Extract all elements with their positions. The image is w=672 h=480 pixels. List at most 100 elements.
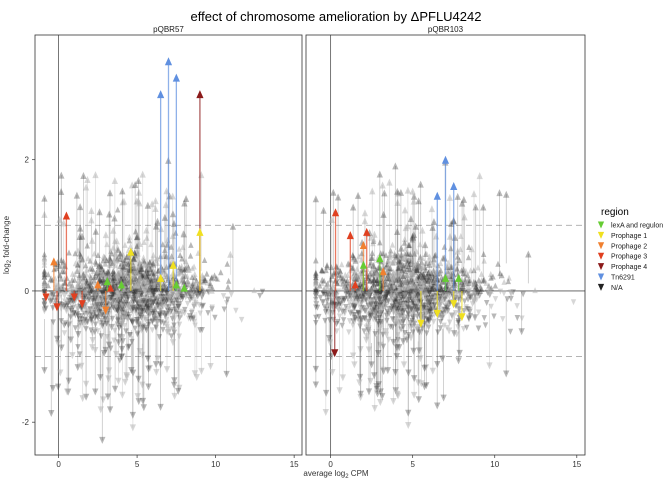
gene-point <box>150 271 157 278</box>
gene-point <box>169 210 177 218</box>
gene-point <box>392 293 398 300</box>
gene-point <box>41 271 48 278</box>
gene-point <box>385 299 391 306</box>
gene-point <box>170 219 178 227</box>
gene-point <box>146 302 153 309</box>
gene-point <box>131 274 137 281</box>
gene-point <box>92 327 98 334</box>
gene-point <box>343 279 350 286</box>
gene-point <box>406 275 413 282</box>
gene-point <box>176 302 183 309</box>
gene-point <box>462 270 468 277</box>
highlight-point <box>42 293 50 302</box>
gene-point <box>375 319 382 326</box>
gene-point <box>355 297 361 304</box>
gene-point <box>380 263 386 270</box>
y-axis-label-sub: 2 <box>7 259 13 263</box>
gene-point <box>466 244 472 251</box>
gene-point <box>390 397 397 405</box>
gene-point <box>143 327 150 334</box>
gene-point <box>165 308 171 315</box>
gene-point <box>41 301 48 308</box>
gene-point <box>139 308 146 315</box>
gene-point <box>483 279 489 286</box>
gene-point <box>152 222 160 230</box>
gene-point <box>373 383 380 391</box>
gene-point <box>138 266 145 273</box>
gene-point <box>508 291 514 298</box>
gene-point <box>437 319 444 326</box>
x-tick-label: 5 <box>135 460 140 469</box>
gene-point <box>63 308 70 315</box>
gene-point <box>426 290 433 297</box>
gene-point <box>191 263 197 270</box>
gene-point <box>168 333 175 340</box>
gene-point <box>386 257 392 264</box>
gene-point <box>369 187 376 195</box>
highlight-point <box>53 303 61 312</box>
gene-point <box>455 324 461 331</box>
gene-point <box>86 277 93 284</box>
highlight-point <box>351 280 359 289</box>
gene-point <box>447 270 453 277</box>
gene-point <box>414 325 420 332</box>
gene-point <box>168 301 174 308</box>
gene-point <box>150 289 157 296</box>
gene-point <box>75 331 82 339</box>
gene-point <box>134 316 141 323</box>
gene-point <box>194 292 201 299</box>
gene-point <box>69 311 75 318</box>
gene-point <box>161 268 168 275</box>
gene-point <box>440 310 446 317</box>
gene-point <box>461 289 467 296</box>
gene-point <box>171 297 177 304</box>
gene-point <box>324 306 330 313</box>
gene-point <box>369 254 375 261</box>
gene-point <box>97 307 103 314</box>
gene-point <box>103 257 110 264</box>
gene-point <box>409 317 415 324</box>
gene-point <box>455 318 462 325</box>
gene-point <box>424 250 430 257</box>
gene-point <box>313 319 319 326</box>
gene-point <box>397 301 404 308</box>
highlight-point <box>196 227 204 236</box>
gene-point <box>372 284 378 291</box>
gene-point <box>441 322 447 329</box>
gene-point <box>207 282 213 289</box>
gene-point <box>466 289 472 296</box>
gene-point <box>374 280 381 287</box>
gene-point <box>388 284 394 291</box>
gene-point <box>171 322 177 329</box>
highlight-point <box>346 231 354 240</box>
gene-point <box>374 280 381 287</box>
gene-point <box>395 262 402 269</box>
gene-point <box>112 306 118 313</box>
gene-point <box>389 241 396 248</box>
gene-point <box>321 304 328 311</box>
gene-point <box>468 245 475 253</box>
gene-point <box>41 194 48 202</box>
gene-point <box>63 388 71 396</box>
gene-point <box>446 285 453 292</box>
gene-point <box>142 296 149 303</box>
gene-point <box>414 248 420 255</box>
gene-point <box>67 336 74 344</box>
gene-point <box>155 267 161 274</box>
gene-point <box>463 267 469 274</box>
gene-point <box>92 258 99 265</box>
gene-point <box>100 276 106 283</box>
gene-point <box>121 323 128 330</box>
gene-point <box>371 276 377 283</box>
gene-point <box>81 321 87 328</box>
gene-point <box>406 266 413 273</box>
gene-point <box>409 258 416 265</box>
gene-point <box>191 289 197 296</box>
gene-point <box>105 367 113 375</box>
gene-point <box>103 320 110 327</box>
gene-point <box>418 269 425 276</box>
gene-point <box>402 275 408 282</box>
gene-point <box>111 176 118 184</box>
gene-point <box>322 291 329 298</box>
gene-point <box>368 259 374 266</box>
